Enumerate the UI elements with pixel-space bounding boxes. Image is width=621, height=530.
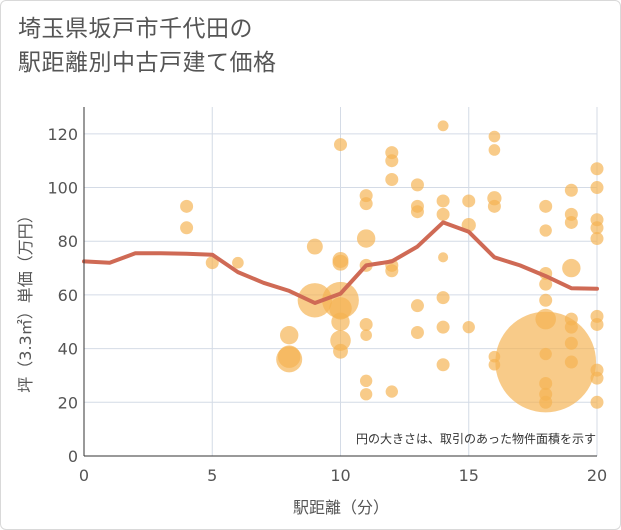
scatter-point (410, 326, 424, 340)
x-axis-label: 駅距離（分） (293, 498, 389, 517)
scatter-point (488, 144, 501, 156)
scatter-point (488, 358, 501, 371)
scatter-point (539, 347, 552, 361)
scatter-point (436, 320, 450, 334)
scatter-point (385, 154, 399, 168)
scatter-point (436, 194, 450, 208)
chart-title-line-2: 駅距離別中古戸建て価格 (18, 50, 277, 76)
size-annotation: 円の大きさは、取引のあった物件面積を示す (356, 431, 596, 446)
scatter-point (306, 238, 323, 255)
scatter-point (436, 291, 450, 305)
scatter-point (564, 183, 578, 197)
y-tick-label: 80 (58, 232, 78, 251)
scatter-point (564, 215, 578, 229)
scatter-point (232, 256, 244, 269)
scatter-point (539, 224, 552, 237)
bubble-layer (180, 120, 604, 413)
y-tick-label: 40 (58, 340, 78, 359)
x-tick-label: 15 (459, 466, 479, 485)
x-tick-label: 20 (587, 466, 607, 485)
scatter-point (180, 221, 194, 235)
scatter-point (359, 197, 373, 211)
y-tick-label: 120 (47, 125, 78, 144)
scatter-point (331, 312, 350, 331)
y-tick-label: 60 (58, 286, 78, 305)
scatter-point (590, 221, 604, 235)
scatter-point (205, 256, 219, 270)
scatter-point (539, 377, 553, 391)
scatter-point (462, 194, 476, 208)
y-tick-label: 20 (58, 393, 78, 412)
scatter-point (590, 162, 604, 176)
chart-title-line-1: 埼玉県坂戸市千代田の (18, 16, 253, 42)
y-tick-label: 100 (47, 179, 78, 198)
scatter-point (437, 120, 449, 132)
scatter-point (410, 299, 424, 313)
scatter-point (438, 252, 449, 263)
y-axis-label: 坪（3.3㎡）単価（万円） (16, 207, 35, 392)
x-tick-label: 0 (79, 466, 89, 485)
scatter-point (297, 283, 333, 318)
scatter-point (359, 374, 373, 387)
scatter-point (180, 199, 194, 213)
scatter-point (564, 355, 578, 369)
average-line-layer (82, 220, 599, 305)
scatter-point (590, 395, 604, 409)
scatter-point (360, 329, 372, 342)
scatter-point (539, 293, 553, 307)
scatter-point (488, 130, 501, 143)
scatter-point (359, 388, 373, 401)
scatter-point (334, 138, 347, 152)
tick-labels: 0 20 40 60 80 100 120 0 5 10 15 20 (47, 125, 607, 485)
scatter-point (277, 345, 301, 368)
scatter-point (590, 371, 604, 385)
scatter-point (539, 395, 553, 409)
scatter-point (590, 317, 604, 331)
scatter-point (487, 199, 501, 213)
scatter-point (410, 178, 424, 192)
scatter-point (564, 336, 578, 350)
scatter-point (590, 181, 604, 195)
scatter-point (590, 232, 604, 246)
chart-title: 埼玉県坂戸市千代田の 駅距離別中古戸建て価格 (18, 12, 277, 80)
scatter-point (562, 258, 581, 278)
scatter-point (333, 343, 348, 359)
scatter-point (385, 385, 398, 398)
scatter-point (564, 320, 578, 334)
scatter-point (436, 207, 450, 221)
scatter-point (535, 308, 556, 330)
scatter-point (329, 297, 352, 320)
scatter-point (385, 172, 399, 186)
scatter-point (359, 317, 373, 331)
scatter-point (410, 205, 424, 219)
average-price-line (82, 220, 599, 305)
scatter-point (330, 330, 351, 351)
x-tick-label: 5 (207, 466, 217, 485)
scatter-point (488, 350, 501, 363)
scatter-point (539, 199, 553, 213)
x-tick-label: 10 (330, 466, 350, 485)
scatter-point (385, 264, 399, 278)
axes (83, 107, 597, 457)
scatter-point (539, 277, 553, 291)
scatter-point (332, 254, 349, 271)
y-tick-label: 0 (68, 447, 78, 466)
scatter-point (280, 325, 299, 345)
scatter-point (462, 320, 475, 334)
scatter-point (436, 358, 450, 372)
scatter-point (356, 229, 376, 248)
